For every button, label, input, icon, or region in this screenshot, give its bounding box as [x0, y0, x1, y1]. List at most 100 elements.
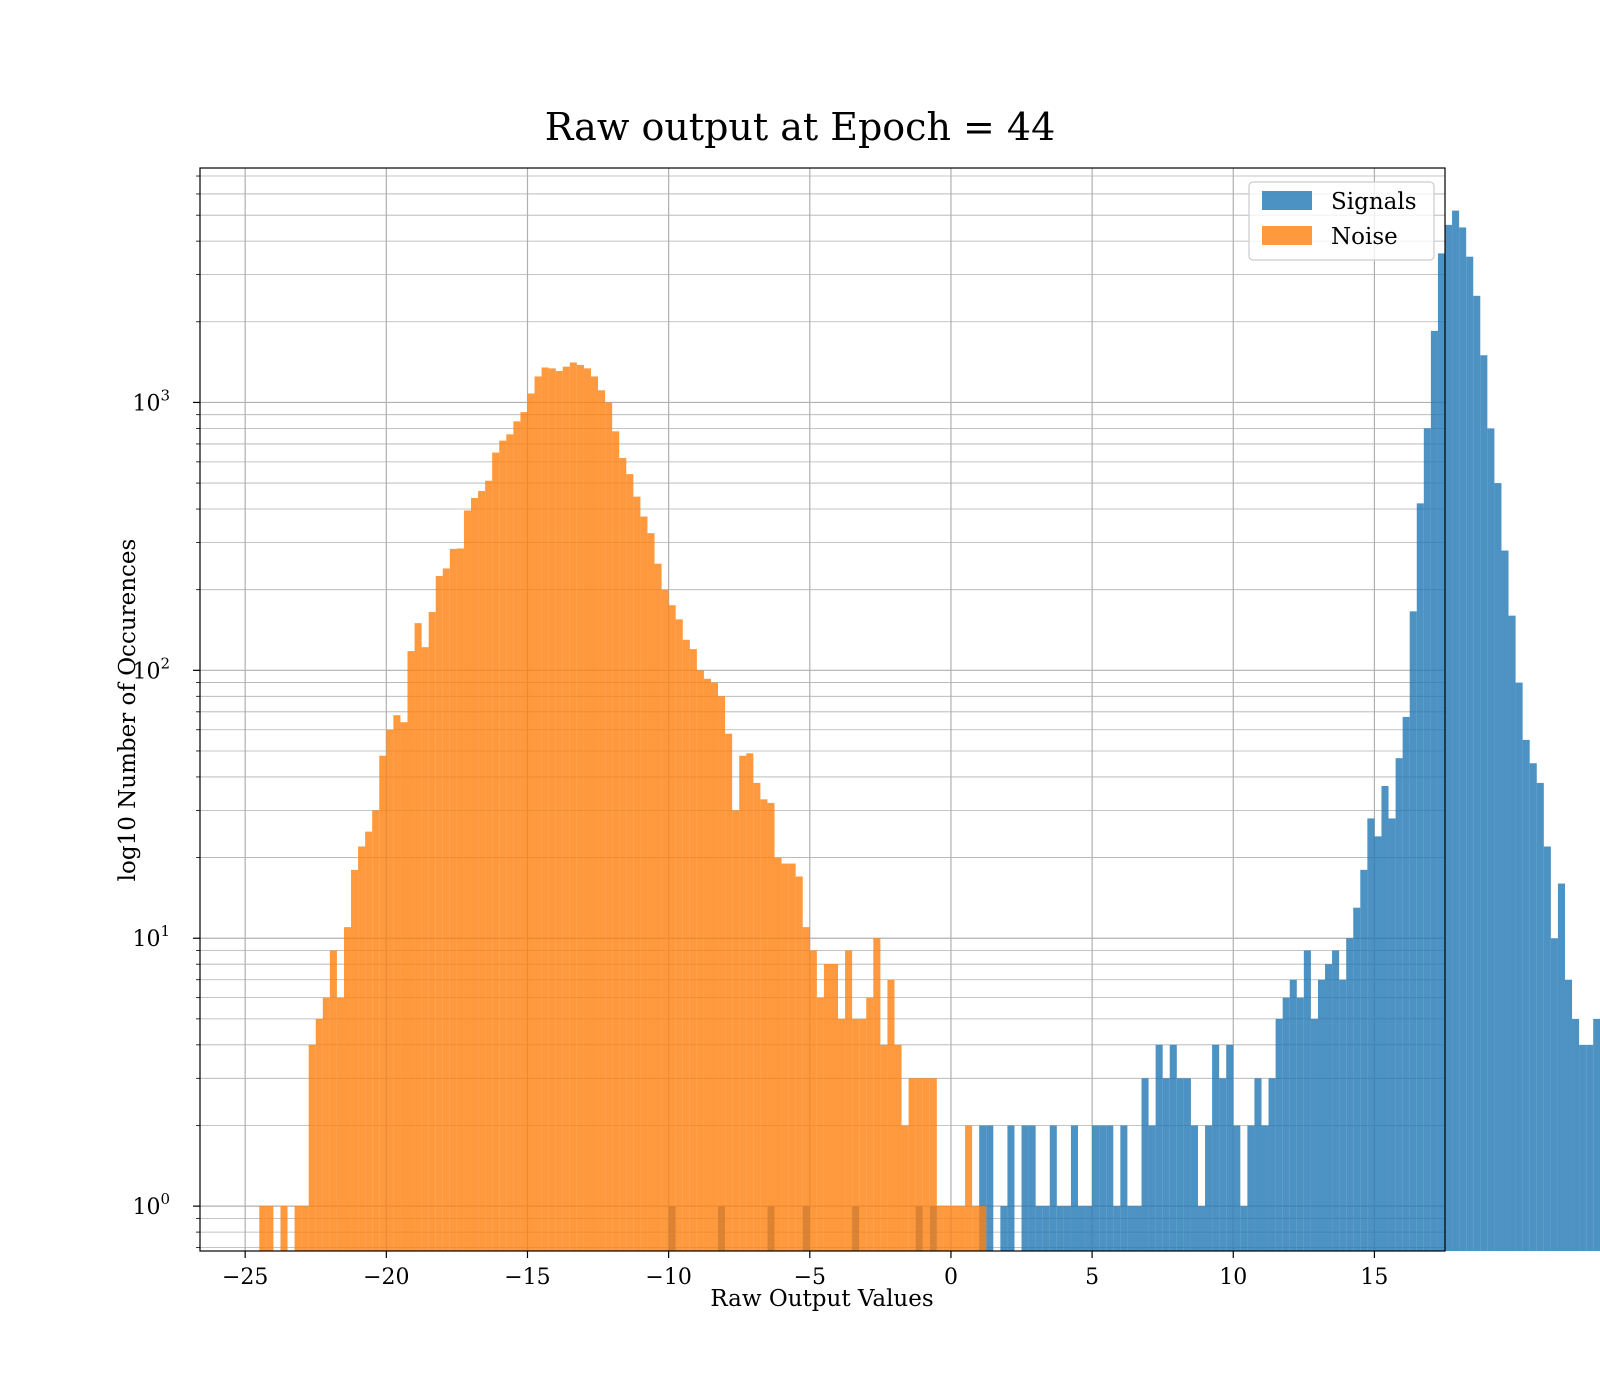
bar-noise [710, 682, 719, 1251]
bar-noise [661, 589, 669, 1251]
x-tick-label: −20 [363, 1265, 409, 1290]
plot-frame [199, 167, 1446, 1252]
bar-signals [1522, 739, 1530, 1251]
bar-noise [908, 1078, 916, 1251]
bar-signals [1127, 1206, 1135, 1251]
bar-signals [1134, 1206, 1142, 1251]
bar-signals [1141, 1078, 1149, 1251]
bar-signals [1515, 682, 1523, 1251]
bar-noise [315, 1018, 323, 1251]
bar-noise [294, 1206, 302, 1251]
bar-noise [802, 927, 810, 1251]
bar-noise [555, 371, 563, 1251]
bar-signals [1529, 763, 1537, 1251]
x-tick-label: −25 [222, 1265, 268, 1290]
bar-signals [1063, 1206, 1071, 1251]
bar-signals [1268, 1078, 1276, 1251]
bar-noise [379, 755, 387, 1251]
bar-signals [1409, 611, 1417, 1251]
bar-noise [322, 997, 330, 1251]
bar-noise [358, 846, 366, 1251]
bar-signals [1579, 1044, 1587, 1251]
bar-noise [576, 364, 584, 1252]
bar-signals [1007, 1125, 1015, 1251]
bar-signals [1275, 1018, 1283, 1251]
bar-noise [619, 458, 627, 1251]
bar-noise [873, 938, 881, 1251]
bar-noise [541, 367, 549, 1251]
bar-noise [852, 1018, 860, 1251]
bar-noise [838, 1018, 846, 1251]
bar-noise [915, 1078, 923, 1251]
bar-noise [943, 1206, 951, 1251]
bar-noise [668, 605, 676, 1251]
bar-noise [922, 1078, 930, 1251]
y-tick-label: 100 [132, 1190, 170, 1220]
x-tick-label: 15 [1360, 1265, 1388, 1290]
bar-signals [1487, 428, 1495, 1251]
bar-signals [1536, 782, 1544, 1251]
bar-signals [1339, 979, 1347, 1251]
legend-swatch-signals [1262, 191, 1312, 210]
bar-signals [1388, 818, 1396, 1251]
bar-signals [1310, 1018, 1318, 1251]
legend-label-signals: Signals [1331, 189, 1417, 215]
series-signals [668, 210, 1600, 1252]
bar-signals [1247, 1125, 1255, 1251]
bar-noise [492, 452, 500, 1252]
bar-signals [1346, 938, 1354, 1251]
bar-noise [598, 390, 606, 1251]
bar-noise [400, 722, 408, 1251]
bar-noise [972, 1206, 980, 1251]
bar-signals [1070, 1125, 1078, 1251]
bar-signals [1099, 1125, 1107, 1251]
bar-signals [1155, 1044, 1163, 1251]
bar-signals [1205, 1125, 1213, 1251]
bar-signals [1240, 1206, 1248, 1251]
bar-noise [633, 496, 641, 1252]
bar-noise [739, 755, 747, 1251]
bar-signals [1459, 227, 1467, 1251]
bar-signals [1261, 1125, 1269, 1251]
legend-swatch-noise [1262, 226, 1312, 245]
bar-noise [506, 434, 514, 1251]
bar-noise [266, 1206, 274, 1251]
bar-noise [795, 876, 803, 1251]
bar-noise [456, 548, 464, 1251]
bar-noise [365, 831, 373, 1251]
bar-noise [485, 480, 493, 1251]
bar-signals [1557, 883, 1565, 1251]
bar-noise [675, 619, 683, 1251]
bar-signals [1106, 1125, 1114, 1251]
y-axis-title: log10 Number of Occurences [115, 539, 141, 882]
bar-noise [845, 950, 853, 1251]
bar-signals [1254, 1078, 1262, 1251]
bar-noise [965, 1125, 973, 1251]
bar-signals [1374, 836, 1382, 1251]
bar-noise [760, 799, 768, 1251]
bar-signals [1120, 1125, 1128, 1251]
bar-signals [1395, 758, 1403, 1251]
bar-noise [654, 563, 662, 1251]
bar-signals [1035, 1206, 1043, 1251]
bar-signals [1501, 550, 1509, 1251]
bar-noise [548, 368, 556, 1251]
bar-noise [866, 997, 874, 1251]
bar-noise [513, 421, 521, 1251]
bar-noise [372, 810, 380, 1251]
histogram-bars [259, 210, 1600, 1252]
bar-signals [1162, 1078, 1170, 1251]
x-tick-label: 5 [1085, 1265, 1099, 1290]
bar-noise [308, 1044, 316, 1251]
bar-noise [351, 869, 359, 1251]
y-tick-label: 103 [132, 386, 170, 416]
bar-noise [343, 927, 352, 1251]
bar-noise [767, 802, 775, 1251]
bar-noise [626, 474, 634, 1251]
bar-signals [1113, 1206, 1121, 1251]
bar-noise [703, 678, 711, 1251]
bar-signals [1296, 997, 1304, 1251]
bar-signals [1303, 950, 1311, 1251]
bar-signals [1593, 1018, 1600, 1251]
